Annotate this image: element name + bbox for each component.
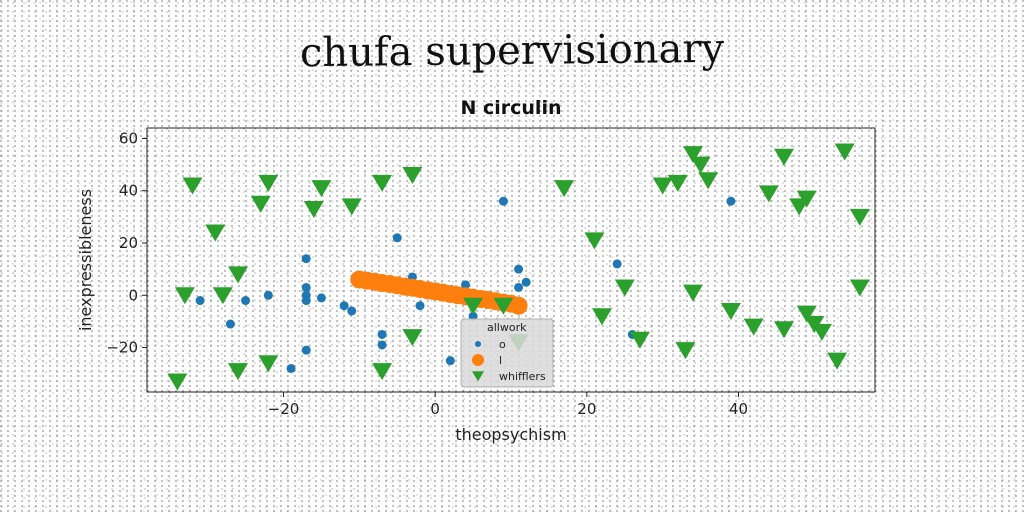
data-point-o [316,293,326,303]
data-point-whifflers [629,331,650,349]
data-point-o [521,277,531,287]
series-o [195,196,736,373]
data-point-whifflers [372,363,393,381]
data-point-o [263,290,273,300]
x-axis-label: theopsychism [455,425,566,444]
data-point-whifflers [372,174,393,192]
data-point-whifflers [167,373,188,391]
data-point-o [225,319,235,329]
data-point-whifflers [250,195,271,213]
legend-marker-l [472,354,484,366]
data-point-whifflers [698,172,719,190]
data-point-whifflers [554,180,575,198]
data-point-o [195,296,205,306]
legend-label-l: l [499,354,502,367]
y-axis-label: inexpressibleness [76,189,95,331]
data-point-o [301,282,311,292]
data-point-o [415,301,425,311]
chart-title: N circulin [460,97,561,119]
data-point-whifflers [774,321,794,339]
data-point-whifflers [228,266,248,284]
axes-frame [146,127,876,393]
data-point-whifflers [827,352,848,370]
data-point-o [726,196,736,206]
data-point-o [377,340,387,350]
data-point-whifflers [614,279,635,297]
data-point-o [461,280,470,290]
data-point-whifflers [796,305,817,323]
data-point-whifflers [720,302,741,320]
data-point-o [377,329,387,339]
data-point-o [301,296,311,306]
data-point-whifflers [212,287,233,305]
data-point-o [498,196,508,206]
data-point-whifflers [834,143,855,161]
x-tick-label: 20 [577,400,596,418]
data-point-o [445,356,455,366]
legend: allwork ol whifflers [460,318,554,388]
axes-layer: −20 0 20 40 −20 0 20 40 60 [106,127,876,418]
y-tick-label: −20 [106,339,138,357]
data-point-whifflers [463,297,484,315]
y-tick-label: 0 [128,286,138,304]
data-point-whifflers [675,342,696,360]
legend-box [460,318,554,388]
data-point-whifflers [743,318,764,336]
data-point-o [514,282,524,292]
data-point-whifflers [402,329,423,347]
data-point-whifflers [341,198,362,216]
legend-marker-o [475,341,481,347]
x-tick-label: 0 [430,400,440,418]
data-point-whifflers [849,208,870,226]
data-point-whifflers [796,190,817,208]
data-point-o [468,311,478,321]
data-point-whifflers [493,297,514,315]
data-point-o [612,259,622,269]
data-point-o [241,296,251,306]
data-point-whifflers [311,180,332,198]
data-point-o [339,301,349,311]
data-point-whifflers [174,287,195,305]
data-point-o [301,345,311,355]
legend-label-o: o [499,338,506,351]
data-point-o [301,254,311,264]
data-point-o [514,264,524,274]
data-point-whifflers [683,284,703,302]
data-point-whifflers [228,363,248,381]
data-point-whifflers [690,156,711,174]
data-point-o [392,233,402,243]
y-tick-label: 40 [119,182,138,200]
data-point-l [509,296,528,315]
data-point-whifflers [258,355,279,373]
data-point-whifflers [584,232,605,250]
y-tick-label: 20 [119,234,138,252]
data-point-whifflers [652,177,673,195]
data-point-whifflers [849,279,870,297]
legend-marker-whifflers [472,371,484,382]
data-point-whifflers [774,148,794,166]
data-point-whifflers [811,323,832,341]
data-point-whifflers [258,174,279,192]
data-point-whifflers [182,177,203,195]
x-tick-label: 40 [729,400,748,418]
data-point-o [347,306,357,316]
legend-entries: ol whifflers [472,338,546,383]
data-point-whifflers [402,167,423,185]
legend-title: allwork [487,321,527,334]
x-tick-label: −20 [268,400,300,418]
y-tick-label: 60 [119,129,138,147]
data-point-whifflers [303,201,324,219]
data-point-whifflers [592,308,612,326]
data-point-o [286,363,296,373]
data-point-whifflers [683,146,703,164]
legend-label-whifflers: whifflers [499,370,546,383]
data-point-whifflers [667,174,688,192]
data-point-whifflers [205,224,226,242]
data-point-whifflers [758,185,779,203]
